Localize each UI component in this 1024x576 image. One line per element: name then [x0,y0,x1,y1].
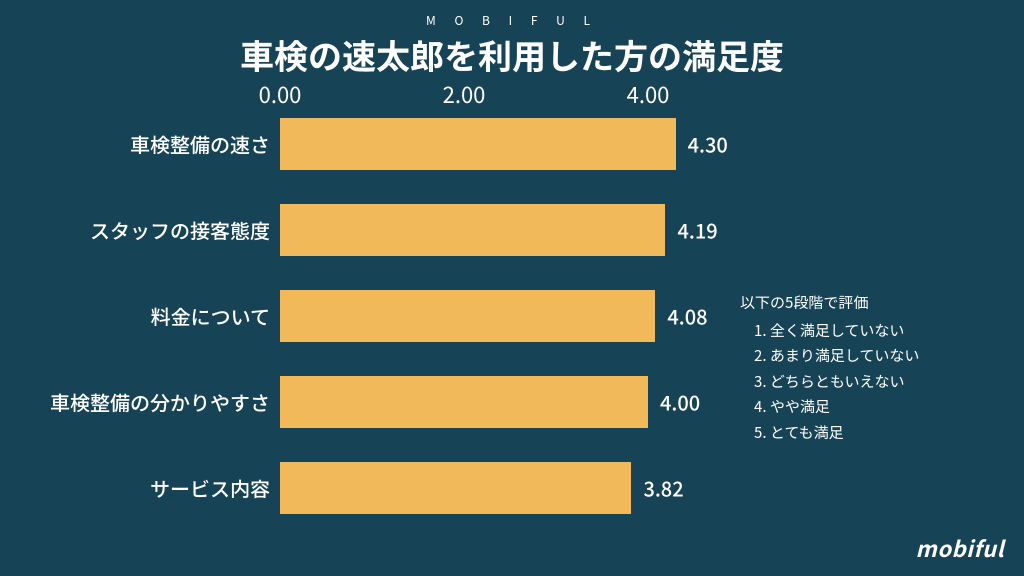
legend-title: 以下の5段階で評価 [740,290,919,316]
bar-fill [280,462,631,514]
bar-track [280,204,740,256]
bar-fill [280,118,676,170]
legend-item: 3. どちらともいえない [740,369,919,395]
bar-fill [280,204,665,256]
x-tick: 4.00 [627,78,670,110]
legend-items: 1. 全く満足していない2. あまり満足していない3. どちらともいえない4. … [740,318,919,446]
legend-item: 4. やや満足 [740,394,919,420]
bar-row: スタッフの接客態度 4.19 [60,198,740,262]
bar-row: 料金について 4.08 [60,284,740,348]
bar-track [280,118,740,170]
legend-item: 1. 全く満足していない [740,318,919,344]
category-label: 車検整備の分かりやすさ [50,388,270,417]
category-label: スタッフの接客態度 [90,216,270,245]
x-tick: 0.00 [259,78,302,110]
page-root: M O B I F U L 車検の速太郎を利用した方の満足度 0.002.004… [0,0,1024,576]
chart-area: 0.002.004.00 車検整備の速さ4.30スタッフの接客態度4.19料金に… [60,78,740,548]
value-label: 4.08 [667,302,707,331]
bar-fill [280,376,648,428]
bars-container: 車検整備の速さ 4.30 スタッフの接客態度 4.19 料金について 4.08 車検整備の分… [60,112,740,542]
x-tick: 2.00 [443,78,486,110]
chart-title: 車検の速太郎を利用した方の満足度 [0,30,1024,79]
category-label: 車検整備の速さ [130,130,270,159]
brand-bottom: mobiful [916,532,1004,564]
bar-row: 車検整備の分かりやすさ4.00 [60,370,740,434]
value-label: 4.00 [660,388,700,417]
legend-item: 2. あまり満足していない [740,343,919,369]
value-label: 4.30 [688,130,728,159]
value-label: 4.19 [677,216,717,245]
category-label: サービス内容 [150,474,270,503]
rating-legend: 以下の5段階で評価 1. 全く満足していない2. あまり満足していない3. どち… [740,290,919,445]
brand-top: M O B I F U L [0,12,1024,29]
category-label: 料金について [151,302,270,331]
value-label: 3.82 [643,474,683,503]
x-axis: 0.002.004.00 [60,78,740,106]
legend-item: 5. とても満足 [740,420,919,446]
bar-fill [280,290,655,342]
bar-row: 車検整備の速さ 4.30 [60,112,740,176]
bar-row: サービス内容 3.82 [60,456,740,520]
